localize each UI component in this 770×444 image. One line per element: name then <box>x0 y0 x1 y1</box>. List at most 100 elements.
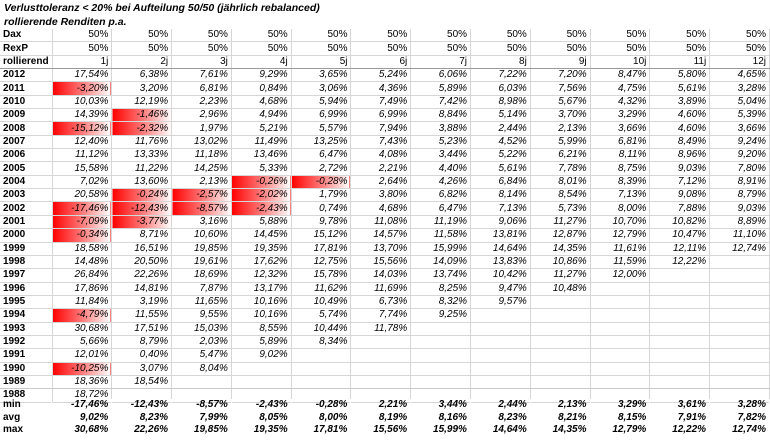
table-cell[interactable] <box>410 362 472 376</box>
table-cell[interactable] <box>470 335 531 350</box>
table-cell[interactable]: 5,66% <box>52 335 113 350</box>
table-cell[interactable]: 3,44% <box>410 148 472 163</box>
table-cell[interactable]: 7,42% <box>410 95 472 110</box>
table-cell[interactable]: 5,23% <box>410 135 472 150</box>
table-cell[interactable]: 11,59% <box>590 255 651 270</box>
table-cell[interactable]: 2,13% <box>171 175 232 190</box>
table-cell[interactable]: 0,40% <box>111 348 173 363</box>
table-cell[interactable]: 9,08% <box>649 188 711 203</box>
table-cell[interactable]: 50% <box>231 29 292 43</box>
row-label[interactable]: 2000 <box>0 228 53 243</box>
table-cell[interactable]: 6,73% <box>350 295 412 310</box>
table-cell[interactable]: -12,43% <box>111 399 173 412</box>
row-label[interactable]: 2003 <box>0 188 53 203</box>
row-label[interactable]: 1993 <box>0 322 53 336</box>
table-cell[interactable]: 8,15% <box>590 411 651 424</box>
table-cell[interactable]: 3,29% <box>590 399 651 412</box>
row-label[interactable]: 1995 <box>0 295 53 310</box>
table-cell[interactable]: 9,02% <box>51 411 113 424</box>
table-cell[interactable]: 14,81% <box>111 282 173 296</box>
table-cell[interactable]: 14,57% <box>350 228 412 243</box>
table-cell[interactable]: 50% <box>231 41 292 56</box>
table-cell[interactable]: 7,94% <box>350 121 412 136</box>
table-cell[interactable]: 3j <box>171 55 232 70</box>
table-cell[interactable]: 5,73% <box>530 201 591 216</box>
row-label[interactable]: 1989 <box>0 375 53 390</box>
table-cell[interactable]: 4,36% <box>350 81 412 96</box>
table-cell[interactable] <box>709 282 770 296</box>
table-cell[interactable]: 3,61% <box>649 399 711 412</box>
table-cell[interactable]: 8,55% <box>231 322 292 336</box>
table-cell[interactable] <box>530 348 591 363</box>
table-cell[interactable]: -0,28% <box>291 175 352 190</box>
table-cell[interactable]: 11,10% <box>709 228 770 243</box>
table-cell[interactable]: 12,74% <box>709 242 770 256</box>
table-cell[interactable]: 4,60% <box>649 108 711 123</box>
table-cell[interactable]: 12,19% <box>111 95 173 110</box>
table-cell[interactable]: 17,51% <box>111 322 173 336</box>
table-cell[interactable]: 50% <box>590 41 651 56</box>
table-cell[interactable]: 3,70% <box>530 108 591 123</box>
table-cell[interactable]: 17,86% <box>52 282 113 296</box>
row-label[interactable]: 1994 <box>0 308 53 323</box>
table-cell[interactable]: 8,23% <box>111 411 173 424</box>
table-cell[interactable]: -3,77% <box>111 215 173 230</box>
row-label[interactable]: 2006 <box>0 148 53 163</box>
table-cell[interactable]: 8,11% <box>590 148 651 163</box>
table-cell[interactable]: 3,66% <box>709 121 770 136</box>
table-cell[interactable]: 4,52% <box>470 135 531 150</box>
table-cell[interactable]: 15,58% <box>52 161 113 176</box>
table-cell[interactable]: 5,24% <box>350 68 412 83</box>
table-cell[interactable]: -8,57% <box>171 201 232 216</box>
table-cell[interactable]: 14,25% <box>171 161 232 176</box>
table-cell[interactable]: 10j <box>590 55 651 70</box>
row-label[interactable]: 1998 <box>0 255 53 270</box>
table-cell[interactable]: 7,22% <box>470 68 531 83</box>
table-cell[interactable]: 6,81% <box>171 81 232 96</box>
table-cell[interactable]: 9,02% <box>231 348 292 363</box>
table-cell[interactable]: 3,80% <box>350 188 412 203</box>
table-cell[interactable]: 3,65% <box>291 68 352 83</box>
table-cell[interactable]: 1,97% <box>171 121 232 136</box>
table-cell[interactable]: -10,25% <box>52 362 113 376</box>
table-cell[interactable]: 13,81% <box>470 228 531 243</box>
table-cell[interactable]: 14,64% <box>470 424 531 437</box>
table-cell[interactable]: 8,75% <box>590 161 651 176</box>
table-cell[interactable] <box>410 375 472 390</box>
table-cell[interactable] <box>590 362 651 376</box>
table-cell[interactable]: 8,00% <box>291 411 352 424</box>
table-cell[interactable]: 13,02% <box>171 135 232 150</box>
table-cell[interactable]: 6,82% <box>410 188 472 203</box>
row-label[interactable]: 2001 <box>0 215 53 230</box>
table-cell[interactable] <box>709 375 770 390</box>
table-cell[interactable] <box>470 362 531 376</box>
table-cell[interactable]: 7j <box>410 55 472 70</box>
table-cell[interactable]: 7,13% <box>470 201 531 216</box>
row-label[interactable]: 1991 <box>0 348 53 363</box>
table-cell[interactable]: 9,20% <box>709 148 770 163</box>
table-cell[interactable] <box>649 348 711 363</box>
row-label[interactable]: avg <box>0 411 53 424</box>
table-cell[interactable]: 6,38% <box>111 68 173 83</box>
table-cell[interactable]: 14,09% <box>410 255 472 270</box>
table-cell[interactable]: 8,19% <box>350 411 412 424</box>
table-cell[interactable]: 30,68% <box>51 424 113 437</box>
table-cell[interactable] <box>530 308 591 323</box>
row-label[interactable]: 2007 <box>0 135 53 150</box>
table-cell[interactable]: 15,78% <box>291 268 352 283</box>
table-cell[interactable]: 8,04% <box>171 362 232 376</box>
table-cell[interactable]: 8,49% <box>649 135 711 150</box>
table-cell[interactable]: 19,35% <box>231 242 292 256</box>
table-cell[interactable]: 13,25% <box>291 135 352 150</box>
table-cell[interactable]: 9,03% <box>649 161 711 176</box>
table-cell[interactable]: 15,03% <box>171 322 232 336</box>
table-cell[interactable] <box>470 322 531 336</box>
table-cell[interactable]: 6,21% <box>530 148 591 163</box>
table-cell[interactable]: 11,18% <box>171 148 232 163</box>
table-cell[interactable] <box>709 268 770 283</box>
table-cell[interactable]: 18,58% <box>52 242 113 256</box>
row-label[interactable]: 1990 <box>0 362 53 376</box>
table-cell[interactable]: 10,16% <box>231 295 292 310</box>
table-cell[interactable]: 7,56% <box>530 81 591 96</box>
table-cell[interactable]: 12,32% <box>231 268 292 283</box>
